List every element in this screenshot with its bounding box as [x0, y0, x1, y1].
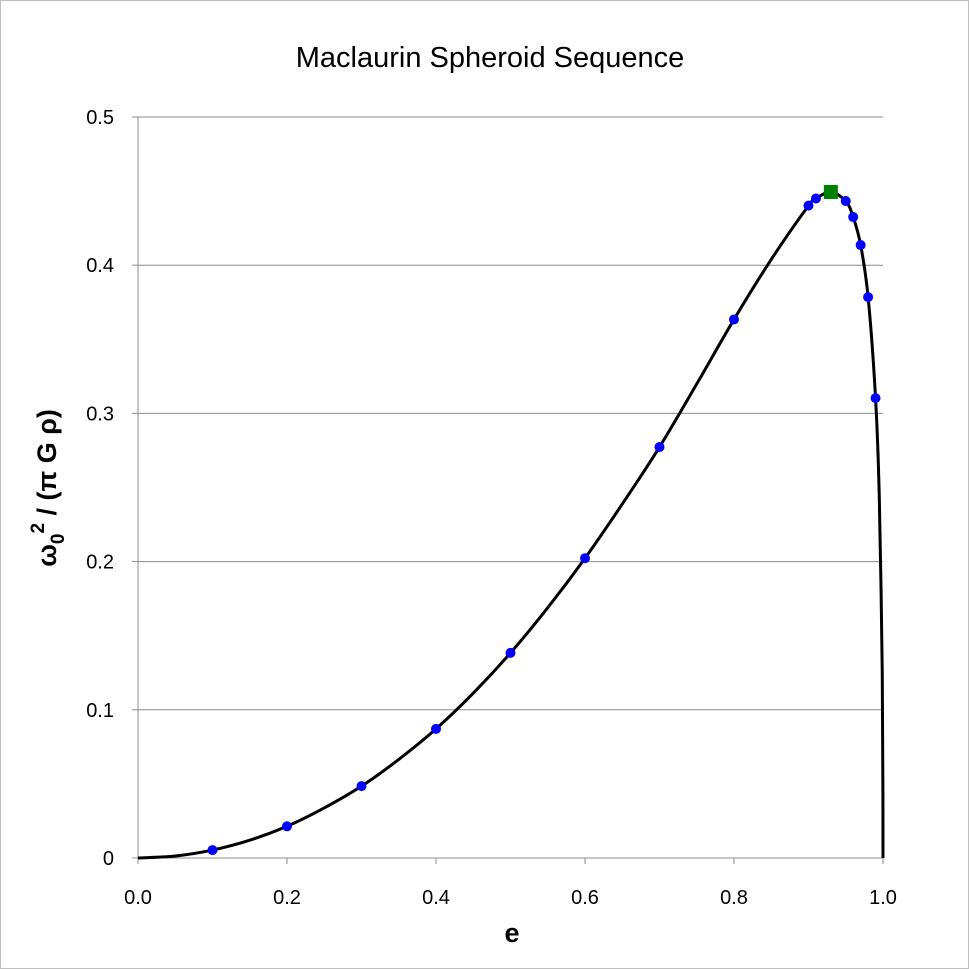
y-label-rest: / (π G ρ)	[32, 409, 62, 523]
x-axis-label: e	[504, 918, 519, 948]
y-tick-label: 0.1	[86, 700, 114, 722]
data-point	[803, 200, 814, 211]
x-tick-label: 1.0	[869, 887, 897, 909]
data-point	[840, 196, 851, 207]
data-point	[207, 845, 218, 856]
data-point	[356, 781, 367, 792]
data-point	[505, 647, 516, 658]
x-tick-label: 0.0	[124, 887, 152, 909]
data-point	[810, 193, 821, 204]
data-point	[863, 292, 874, 303]
y-tick-label: 0.4	[86, 255, 114, 277]
data-point	[431, 723, 441, 734]
data-point	[580, 553, 590, 564]
max-point-marker	[823, 184, 838, 199]
data-point	[855, 240, 866, 251]
y-label-sup: 2	[28, 523, 49, 534]
x-tick-label: 0.4	[422, 887, 450, 909]
data-point	[654, 442, 665, 453]
y-axis-label: ω02 / (π G ρ)	[28, 409, 69, 567]
y-tick-label: 0.3	[86, 403, 114, 425]
data-point	[848, 212, 859, 223]
x-tick-label: 0.6	[571, 887, 599, 909]
y-tick-label: 0.5	[86, 107, 114, 129]
y-label-sub: 0	[48, 534, 69, 545]
chart-title: Maclaurin Spheroid Sequence	[296, 42, 685, 74]
data-point	[282, 821, 292, 832]
x-tick-label: 0.8	[720, 887, 748, 909]
data-point	[729, 314, 739, 325]
y-tick-label: 0.2	[86, 552, 114, 574]
data-point	[870, 393, 881, 404]
series-curve	[137, 190, 885, 860]
x-tick-label: 0.2	[273, 887, 301, 909]
y-tick-label: 0	[103, 848, 114, 870]
y-label-main: ω	[32, 544, 62, 567]
